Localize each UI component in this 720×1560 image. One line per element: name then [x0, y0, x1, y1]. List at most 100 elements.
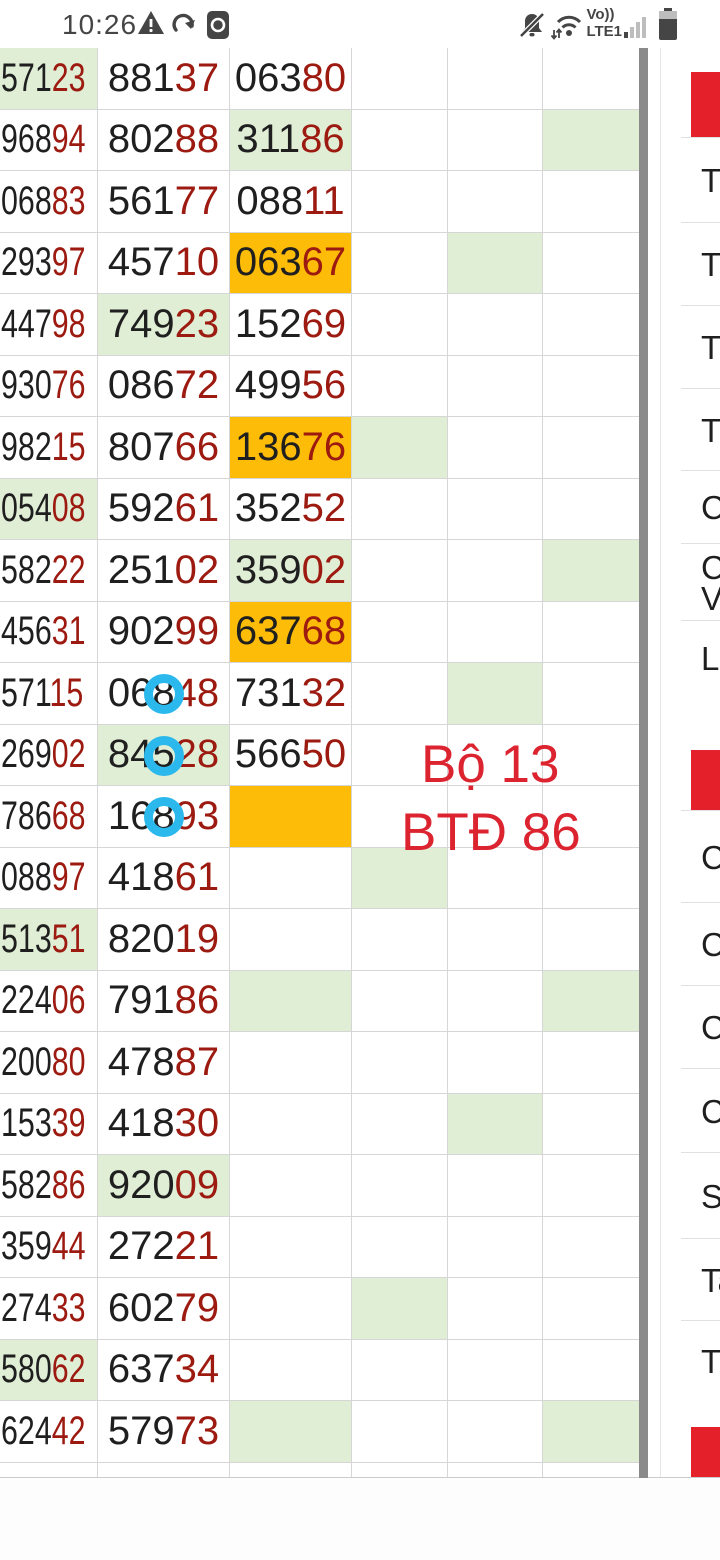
table-cell: 06883: [0, 171, 98, 233]
table-cell: [0, 1462, 98, 1478]
table-cell: [352, 663, 448, 725]
table-cell: [230, 1093, 352, 1155]
table-cell: [543, 1339, 648, 1401]
lottery-number: 16893: [107, 793, 220, 838]
lottery-number: 56650: [234, 732, 347, 777]
table-cell: 92009: [98, 1155, 230, 1217]
table-cell: [448, 1278, 543, 1340]
right-panel-row-label: T: [701, 1342, 720, 1380]
table-cell: 58062: [0, 1339, 98, 1401]
lottery-number: 05408: [1, 486, 86, 531]
lottery-number: 26902: [1, 732, 86, 777]
lottery-number: 47887: [107, 1039, 220, 1084]
table-cell: 62442: [0, 1401, 98, 1463]
table-cell: 88137: [98, 48, 230, 110]
table-cell: [352, 355, 448, 417]
table-cell: 44798: [0, 294, 98, 356]
lottery-number: 06883: [1, 178, 86, 223]
table-cell: 78668: [0, 786, 98, 848]
right-panel-row: C V: [681, 543, 720, 621]
content-bottom-divider: [0, 1477, 720, 1478]
table-cell: [448, 724, 543, 786]
table-cell: [448, 540, 543, 602]
table-cell: [352, 1155, 448, 1217]
lottery-number: 59261: [107, 486, 220, 531]
right-panel-row: L: [681, 620, 720, 696]
network-type-label: LTE1: [586, 23, 622, 40]
table-cell: [543, 48, 648, 110]
right-panel-row-label: Ta: [701, 1261, 720, 1299]
table-cell: [448, 847, 543, 909]
table-cell: [448, 601, 543, 663]
table-cell: [448, 970, 543, 1032]
table-cell: [543, 1093, 648, 1155]
table-cell: [352, 232, 448, 294]
table-cell: [543, 847, 648, 909]
table-cell: 90299: [98, 601, 230, 663]
lottery-number: 13676: [234, 424, 347, 469]
right-panel-row: C: [681, 985, 720, 1069]
table-cell: 22406: [0, 970, 98, 1032]
table-cell: 35944: [0, 1216, 98, 1278]
table-cell: [543, 1032, 648, 1094]
table-cell: 27221: [98, 1216, 230, 1278]
lottery-number: 90299: [107, 609, 220, 654]
table-cell: 58286: [0, 1155, 98, 1217]
table-cell: 82019: [98, 909, 230, 971]
table-cell: 47887: [98, 1032, 230, 1094]
lottery-number: 49956: [234, 363, 347, 408]
table-cell: 45631: [0, 601, 98, 663]
status-bar: 10:26: [0, 0, 720, 48]
right-panel-row-label: C: [701, 1092, 720, 1130]
table-cell: [230, 786, 352, 848]
lottery-number: 06367: [234, 240, 347, 285]
table-cell: [448, 909, 543, 971]
lottery-number: 35252: [234, 486, 347, 531]
table-cell: [543, 1401, 648, 1463]
table-cell: [352, 970, 448, 1032]
table-cell: 63734: [98, 1339, 230, 1401]
right-panel-row-label: C: [701, 838, 720, 876]
lottery-number: 63768: [234, 609, 347, 654]
lottery-number: 79186: [107, 978, 220, 1023]
lottery-number: 58062: [1, 1347, 86, 1392]
right-panel-row: C: [681, 810, 720, 903]
table-cell: 57973: [98, 1401, 230, 1463]
table-cell: [448, 478, 543, 540]
table-cell: [448, 294, 543, 356]
table-cell: 26902: [0, 724, 98, 786]
scrollbar-thumb[interactable]: [639, 48, 648, 1478]
lottery-number: 08672: [107, 363, 220, 408]
lottery-number: 73132: [234, 670, 347, 715]
lottery-number: 93076: [1, 363, 86, 408]
table-cell: 60279: [98, 1278, 230, 1340]
lottery-number: 15269: [234, 301, 347, 346]
table-cell: [230, 1216, 352, 1278]
table-cell: [448, 786, 543, 848]
right-panel-row-label: T: [701, 329, 720, 366]
right-panel-row-label: T: [701, 162, 720, 199]
right-panel-row-label: C: [701, 489, 720, 526]
lottery-number: 41830: [107, 1101, 220, 1146]
table-cell: 41830: [98, 1093, 230, 1155]
lottery-number: 27433: [1, 1285, 86, 1330]
table-cell: 93076: [0, 355, 98, 417]
table-cell: [352, 478, 448, 540]
table-cell: [98, 1462, 230, 1478]
lottery-number: 63734: [107, 1347, 220, 1392]
table-cell: 73132: [230, 663, 352, 725]
table-cell: [352, 1032, 448, 1094]
right-panel-row-label: C: [701, 1009, 720, 1046]
table-cell: [448, 663, 543, 725]
lottery-number: 08811: [236, 178, 345, 223]
lottery-number: 58286: [1, 1162, 86, 1207]
table-cell: [448, 48, 543, 110]
table-cell: [352, 1278, 448, 1340]
table-cell: [352, 786, 448, 848]
lottery-number: 45631: [1, 609, 86, 654]
table-cell: 51351: [0, 909, 98, 971]
lottery-table: 57123 88137 06380 96894 80288 31186 06883 56177…: [0, 48, 660, 1478]
lottery-number: 35902: [234, 547, 347, 592]
table-cell: 49956: [230, 355, 352, 417]
